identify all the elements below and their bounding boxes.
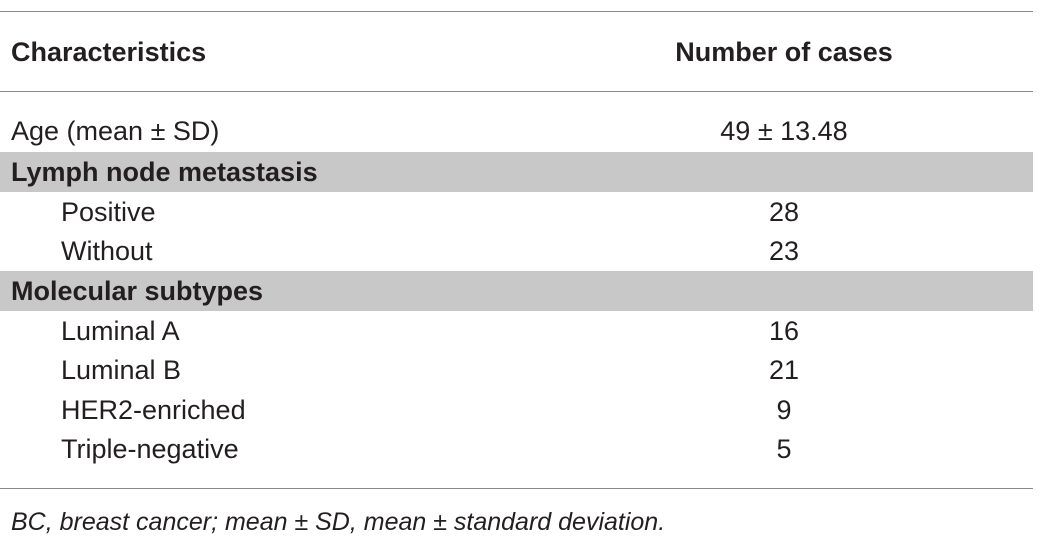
row-value: 21 [768, 355, 800, 385]
table-row: Without 23 [0, 231, 1033, 271]
row-label: Without [61, 236, 153, 266]
row-label: Luminal A [61, 316, 180, 346]
row-value: 28 [768, 197, 800, 227]
group-label: Molecular subtypes [11, 276, 264, 306]
table-row: HER2-enriched 9 [0, 390, 1033, 430]
row-label: Age (mean ± SD) [11, 116, 220, 146]
group-row-molecular-subtypes: Molecular subtypes [0, 271, 1033, 311]
header-characteristics: Characteristics [11, 37, 207, 67]
group-row-lymph-node-metastasis: Lymph node metastasis [0, 152, 1033, 192]
row-value: 23 [768, 236, 800, 266]
table-header: Characteristics Number of cases [0, 12, 1033, 92]
header-number-of-cases: Number of cases [675, 37, 893, 67]
group-label: Lymph node metastasis [11, 157, 318, 187]
bottom-rule [0, 488, 1033, 489]
row-value: 5 [776, 434, 792, 464]
row-value: 9 [776, 395, 792, 425]
row-label: Triple-negative [61, 434, 239, 464]
top-rule [0, 11, 1033, 12]
table-row: Luminal B 21 [0, 350, 1033, 390]
table-row: Luminal A 16 [0, 311, 1033, 351]
row-label: Positive [61, 197, 156, 227]
header-rule [0, 91, 1033, 92]
table-row: Positive 28 [0, 192, 1033, 232]
row-value: 16 [768, 316, 800, 346]
table-footnote: BC, breast cancer; mean ± SD, mean ± sta… [11, 508, 666, 536]
table-row: Triple-negative 5 [0, 429, 1033, 469]
table-row: Age (mean ± SD) 49 ± 13.48 [0, 111, 1033, 151]
row-value: 49 ± 13.48 [720, 116, 848, 146]
row-label: HER2-enriched [61, 395, 246, 425]
row-label: Luminal B [61, 355, 182, 385]
